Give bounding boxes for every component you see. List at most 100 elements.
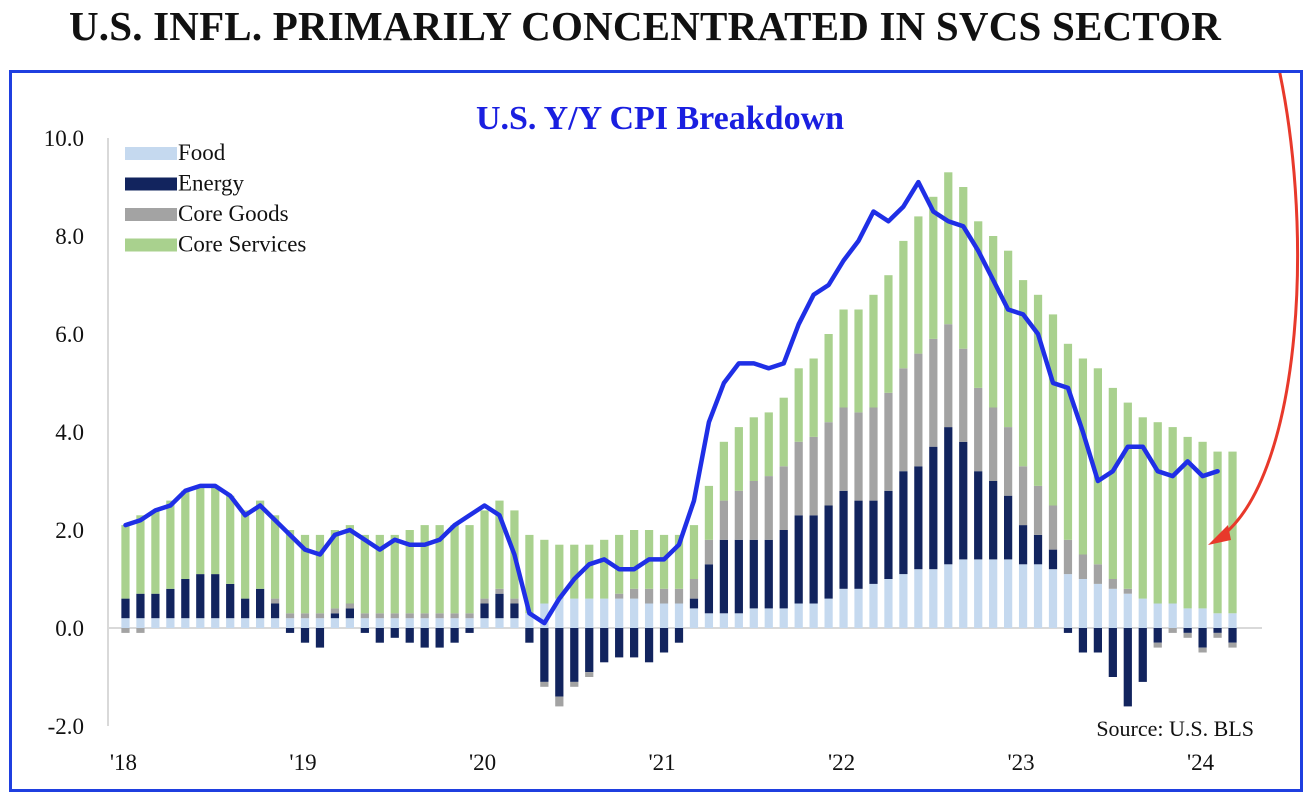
bar-core-goods xyxy=(854,412,863,501)
bar-core-services xyxy=(824,334,833,423)
bar-core-services xyxy=(585,544,594,599)
bar-core-services xyxy=(540,539,549,604)
bar-energy xyxy=(884,490,893,579)
legend-label: Core Services xyxy=(178,232,306,257)
x-tick-label: '22 xyxy=(828,750,855,775)
bar-core-services xyxy=(1093,368,1102,565)
bar-core-goods xyxy=(510,598,519,604)
bar-food xyxy=(1004,559,1013,628)
headline: U.S. INFL. PRIMARILY CONCENTRATED IN SVC… xyxy=(68,3,1222,49)
bar-core-services xyxy=(450,525,459,614)
bar-food xyxy=(360,618,369,628)
bar-core-goods xyxy=(869,407,878,501)
cpi-chart: U.S. Y/Y CPI Breakdown 10.0 8.0 6.0 4.0 2.0 0… xyxy=(44,73,1300,775)
tick-layer: 10.0 8.0 6.0 4.0 2.0 0.0 -2.0 '18 '19 '20 '21 '22 '2… xyxy=(44,126,1215,775)
bar-core-goods xyxy=(989,407,998,481)
bar-energy xyxy=(300,628,310,643)
bar-food xyxy=(450,618,459,628)
bar-food xyxy=(779,608,788,628)
bar-core-goods xyxy=(659,588,669,604)
y-tick-label: 4.0 xyxy=(55,420,84,445)
bar-core-services xyxy=(1004,250,1013,428)
bar-core-services xyxy=(1048,314,1058,506)
bar-food xyxy=(1213,613,1222,628)
bar-energy xyxy=(166,588,175,619)
bar-core-goods xyxy=(121,628,130,633)
bar-energy xyxy=(465,628,474,633)
bar-core-goods xyxy=(734,490,743,540)
bar-energy xyxy=(1228,628,1237,643)
bar-energy xyxy=(1093,628,1102,653)
bar-energy xyxy=(809,515,818,604)
bar-core-goods xyxy=(944,324,953,428)
bar-core-services xyxy=(689,525,699,579)
bar-food xyxy=(944,564,953,628)
bar-energy xyxy=(375,628,384,643)
bar-food xyxy=(1123,593,1132,628)
bar-energy xyxy=(390,628,399,638)
bar-core-services xyxy=(300,534,310,614)
bar-energy xyxy=(136,593,145,619)
bar-core-services xyxy=(360,534,369,614)
bar-energy xyxy=(211,574,220,619)
bar-food xyxy=(615,598,624,628)
bar-core-services xyxy=(390,534,399,614)
bar-food xyxy=(121,618,130,628)
bar-energy xyxy=(734,539,743,614)
bar-energy xyxy=(1078,628,1088,653)
bar-core-services xyxy=(734,427,743,491)
legend-label: Energy xyxy=(178,171,245,196)
legend-swatch-energy xyxy=(125,177,177,191)
bar-core-services xyxy=(869,294,878,408)
bar-core-goods xyxy=(136,628,145,633)
bar-food xyxy=(884,579,893,628)
chart-title: U.S. Y/Y CPI Breakdown xyxy=(476,100,844,137)
bar-energy xyxy=(899,471,908,575)
bar-energy xyxy=(1004,495,1013,560)
bar-core-goods xyxy=(330,608,340,614)
arrow-layer xyxy=(1208,73,1300,545)
bar-energy xyxy=(674,628,684,643)
bar-core-goods xyxy=(1093,564,1102,584)
bar-energy xyxy=(929,446,938,570)
x-tick-label: '21 xyxy=(648,750,675,775)
bar-energy xyxy=(555,628,564,697)
bar-core-goods xyxy=(704,539,714,565)
bar-core-services xyxy=(899,240,908,369)
bar-food xyxy=(809,603,818,628)
bar-energy xyxy=(659,628,669,653)
bar-energy xyxy=(1048,549,1058,570)
bar-core-goods xyxy=(570,681,579,687)
bar-energy xyxy=(570,628,579,682)
bar-core-services xyxy=(600,539,609,599)
bar-core-services xyxy=(181,490,190,579)
source-note: Source: U.S. BLS xyxy=(1096,716,1254,741)
bar-core-services xyxy=(1108,387,1117,579)
bar-food xyxy=(495,618,504,628)
y-tick-label: 6.0 xyxy=(55,322,84,347)
bar-core-goods xyxy=(1198,647,1207,653)
bar-core-goods xyxy=(630,588,639,599)
legend-label: Food xyxy=(178,140,226,165)
bar-energy xyxy=(525,628,534,643)
bar-core-services xyxy=(136,515,145,594)
bar-energy xyxy=(270,603,280,619)
bar-food xyxy=(659,603,669,628)
bar-core-goods xyxy=(674,588,684,604)
bar-energy xyxy=(959,441,968,560)
bar-food xyxy=(600,598,609,628)
bar-energy xyxy=(1018,525,1028,565)
bar-core-services xyxy=(1183,436,1192,609)
bar-core-goods xyxy=(1228,642,1237,648)
bar-energy xyxy=(121,598,130,619)
line-layer xyxy=(123,179,1220,626)
bar-food xyxy=(959,559,968,628)
bar-core-goods xyxy=(644,588,654,604)
bar-core-services xyxy=(1018,280,1028,467)
bar-energy xyxy=(824,505,833,599)
bar-energy xyxy=(241,598,250,619)
y-tick-label: 0.0 xyxy=(55,616,84,641)
bar-energy xyxy=(764,539,773,609)
bar-food xyxy=(764,608,773,628)
bar-core-services xyxy=(809,358,818,437)
